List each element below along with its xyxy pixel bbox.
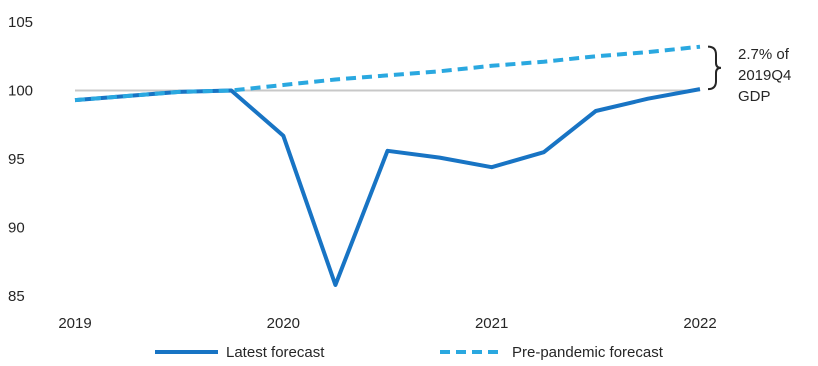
annotation-bracket [707, 45, 722, 91]
annotation-text-line: 2019Q4 [738, 67, 791, 84]
series-line-latest-forecast [74, 87, 701, 287]
x-tick-label: 2020 [267, 315, 300, 332]
annotation-text-line: 2.7% of [738, 46, 790, 63]
y-tick-label: 95 [8, 151, 25, 168]
y-tick-label: 85 [8, 288, 25, 305]
y-tick-label: 105 [8, 14, 33, 31]
legend-label: Latest forecast [226, 344, 325, 361]
x-tick-label: 2022 [683, 315, 716, 332]
y-tick-label: 100 [8, 83, 33, 100]
series-line-pre-pandemic-forecast [74, 44, 701, 103]
x-tick-label: 2019 [58, 315, 91, 332]
legend-label: Pre-pandemic forecast [512, 344, 664, 361]
x-tick-label: 2021 [475, 315, 508, 332]
annotation-text-line: GDP [738, 88, 771, 105]
y-tick-label: 90 [8, 220, 25, 237]
